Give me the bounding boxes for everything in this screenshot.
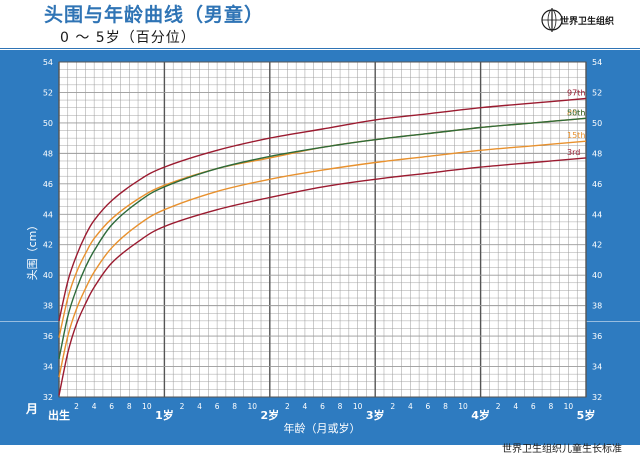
chart-title: 头围与年龄曲线（男童） [44, 4, 265, 26]
plot-border [58, 61, 587, 398]
x-tick-label-month: 6 [531, 402, 536, 411]
y-axis-left: 32 34 36 38 40 42 44 46 48 50 52 54 [43, 58, 53, 402]
x-tick-label-month: 4 [197, 402, 202, 411]
x-tick-label-month: 4 [513, 402, 518, 411]
y-tick-label-left: 42 [43, 241, 53, 250]
series-line-3rd [58, 157, 587, 396]
y-tick-label-right: 40 [592, 271, 602, 280]
footer-source: 世界卫生组织儿童生长标准 [502, 444, 622, 455]
y-tick-label-left: 36 [43, 332, 53, 341]
x-tick-label-month: 10 [247, 402, 257, 411]
x-tick-label-year: 3岁 [366, 408, 385, 422]
x-tick-label-month: 2 [180, 402, 185, 411]
grid-major [58, 61, 587, 398]
x-tick-label-month: 4 [408, 402, 413, 411]
x-tick-label-month: 2 [74, 402, 79, 411]
y-tick-label-left: 38 [43, 302, 53, 311]
x-tick-label-month: 4 [92, 402, 97, 411]
y-tick-label-right: 38 [592, 302, 602, 311]
y-tick-label-left: 32 [43, 393, 53, 402]
series-line-97th [58, 97, 587, 322]
series-label-97th: 97th [567, 89, 585, 98]
x-tick-label-year: 1岁 [155, 408, 174, 422]
x-tick-label-month: 10 [353, 402, 363, 411]
y-axis-label: 头围（cm） [26, 220, 39, 281]
y-tick-label-right: 54 [592, 58, 602, 67]
x-tick-label-month: 10 [564, 402, 574, 411]
y-tick-label-right: 48 [592, 149, 602, 158]
title-rule [0, 48, 640, 49]
y-tick-label-left: 46 [43, 180, 53, 189]
x-tick-label-month: 6 [215, 402, 220, 411]
x-tick-label-month: 8 [548, 402, 553, 411]
series-label-85th: 85th [567, 108, 585, 117]
y-tick-label-right: 34 [592, 363, 602, 372]
y-tick-label-left: 48 [43, 149, 53, 158]
x-tick-label-month: 2 [285, 402, 290, 411]
y-tick-label-right: 36 [592, 332, 602, 341]
x-axis-label: 年龄（月或岁） [284, 421, 361, 435]
x-tick-label-month: 8 [443, 402, 448, 411]
y-tick-label-right: 52 [592, 88, 602, 97]
chart-subtitle: 0 ～ 5岁（百分位） [60, 30, 196, 46]
series-label-3rd: 3rd [567, 148, 580, 157]
grid-minor [59, 62, 586, 397]
month-marker: 月 [25, 402, 38, 416]
y-tick-label-right: 46 [592, 180, 602, 189]
x-tick-label-month: 8 [127, 402, 132, 411]
x-tick-label-year: 2岁 [260, 408, 279, 422]
x-tick-label-month: 6 [426, 402, 431, 411]
series-label-15th: 15th [567, 131, 585, 140]
who-logo-text: 世界卫生组织 [560, 17, 615, 27]
y-tick-label-left: 54 [43, 58, 53, 67]
x-tick-label-month: 10 [142, 402, 152, 411]
x-tick-label-month: 8 [232, 402, 237, 411]
series-line-15th [58, 140, 587, 378]
x-tick-label-month: 2 [496, 402, 501, 411]
y-tick-label-left: 40 [43, 271, 53, 280]
series-label-50th: 50th [567, 108, 585, 117]
y-tick-label-left: 34 [43, 363, 53, 372]
x-tick-label-year: 5岁 [577, 408, 596, 422]
y-tick-label-left: 44 [43, 210, 53, 219]
x-tick-label-month: 4 [303, 402, 308, 411]
x-tick-label-year: 4岁 [471, 408, 490, 422]
y-tick-label-left: 50 [43, 119, 53, 128]
series-line-50th [58, 117, 587, 360]
y-axis-right: 32 34 36 38 40 42 44 46 48 50 52 54 [592, 58, 602, 402]
x-tick-label-month: 6 [109, 402, 114, 411]
y-tick-label-left: 52 [43, 88, 53, 97]
x-tick-label-month: 6 [320, 402, 325, 411]
y-tick-label-right: 44 [592, 210, 602, 219]
y-tick-label-right: 32 [592, 393, 602, 402]
x-tick-label-year: 出生 [48, 408, 70, 422]
x-tick-label-month: 10 [458, 402, 468, 411]
x-tick-label-month: 2 [390, 402, 395, 411]
y-tick-label-right: 42 [592, 241, 602, 250]
who-emblem-icon [541, 8, 563, 32]
x-tick-label-month: 8 [338, 402, 343, 411]
y-tick-label-right: 50 [592, 119, 602, 128]
series-layer [58, 97, 587, 396]
